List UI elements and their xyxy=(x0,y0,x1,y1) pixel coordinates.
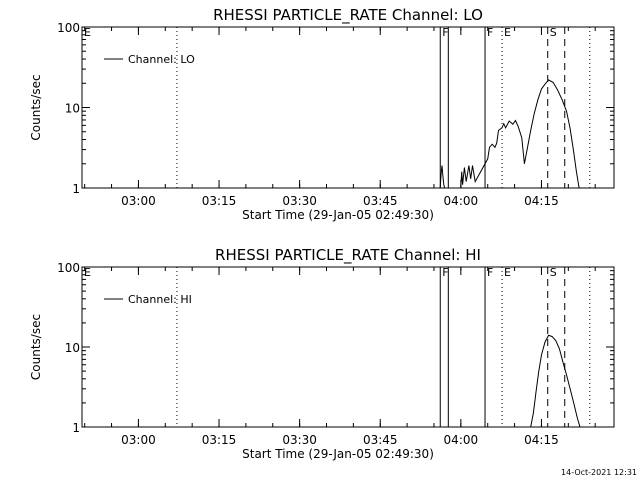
x-tick-label: 03:15 xyxy=(202,194,237,208)
chart-panel-2: RHESSI PARTICLE_RATE Channel: HI 03:00 03:… xyxy=(29,246,615,461)
marker-label-f: F xyxy=(487,266,493,279)
x-tick-label: 03:15 xyxy=(202,433,237,447)
x-tick-label: 03:00 xyxy=(121,433,156,447)
x-tick-label: 04:15 xyxy=(524,194,559,208)
x-tick-label: 04:00 xyxy=(444,433,479,447)
x-axis-label: Start Time (29-Jan-05 02:49:30) xyxy=(242,447,434,461)
chart-title: RHESSI PARTICLE_RATE Channel: LO xyxy=(213,6,483,25)
series-line xyxy=(439,79,580,188)
chart-panel-1: RHESSI PARTICLE_RATE Channel: LO 03:00 03:… xyxy=(29,6,615,222)
legend: Channel: HI xyxy=(104,293,192,306)
y-axis-label: Counts/sec xyxy=(29,314,43,380)
y-axis-label: Counts/sec xyxy=(29,74,43,140)
x-tick-label: 04:00 xyxy=(444,194,479,208)
legend-label: Channel: HI xyxy=(128,293,192,306)
y-tick-label: 1 xyxy=(72,421,80,435)
marker-label-e: E xyxy=(84,266,91,279)
footer-timestamp: 14-Oct-2021 12:31 xyxy=(561,468,637,477)
x-tick-label: 03:00 xyxy=(121,194,156,208)
legend: Channel: LO xyxy=(104,53,195,66)
marker-label-e: E xyxy=(504,266,511,279)
plot-frame xyxy=(81,26,615,189)
y-tick-label: 100 xyxy=(57,261,80,275)
chart-title: RHESSI PARTICLE_RATE Channel: HI xyxy=(215,246,481,265)
series-1 xyxy=(530,334,581,427)
marker-label-f: F xyxy=(487,26,493,39)
marker-label-s: S xyxy=(550,266,557,279)
y-tick-label: 100 xyxy=(57,21,80,35)
x-tick-label: 03:45 xyxy=(363,433,398,447)
series-line xyxy=(530,334,581,427)
x-tick-label: 03:45 xyxy=(363,194,398,208)
y-tick-label: 10 xyxy=(65,341,80,355)
marker-label-f: F xyxy=(442,26,448,39)
marker-label-s: S xyxy=(550,26,557,39)
y-tick-label: 1 xyxy=(72,182,80,196)
x-axis-label: Start Time (29-Jan-05 02:49:30) xyxy=(242,208,434,222)
series-1 xyxy=(439,79,580,188)
marker-label-e: E xyxy=(504,26,511,39)
x-tick-label: 03:30 xyxy=(282,433,317,447)
x-tick-label: 04:15 xyxy=(524,433,559,447)
marker-label-e: E xyxy=(84,26,91,39)
marker-label-f: F xyxy=(442,266,448,279)
x-tick-label: 03:30 xyxy=(282,194,317,208)
legend-label: Channel: LO xyxy=(128,53,195,66)
y-tick-label: 10 xyxy=(65,102,80,116)
